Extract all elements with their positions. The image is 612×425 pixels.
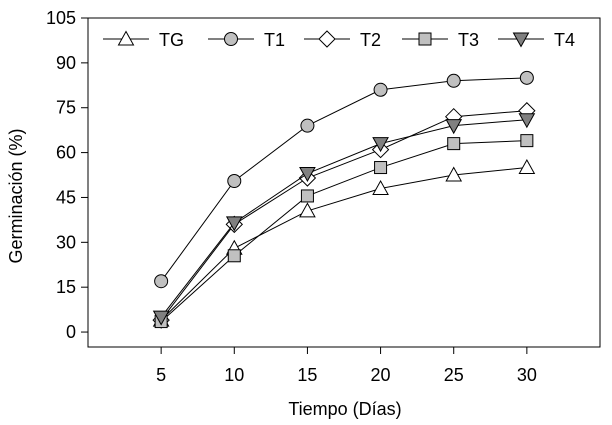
data-point-t4: [372, 137, 389, 153]
legend-item-t4: T4: [498, 30, 575, 50]
series-t4: [152, 113, 536, 326]
series-line-t4: [160, 119, 527, 318]
y-tick-label: 105: [46, 8, 76, 28]
data-point-t3: [447, 137, 461, 151]
legend-label: T2: [360, 30, 381, 50]
series-tg: [152, 159, 536, 327]
data-point-t4: [445, 119, 463, 135]
data-point-tg: [445, 166, 463, 182]
legend-item-tg: TG: [103, 30, 184, 50]
data-point-t4: [152, 310, 170, 326]
data-point-tg: [299, 202, 316, 218]
data-point-t1: [300, 118, 315, 133]
data-point-t1: [373, 82, 388, 97]
legend-marker-diamond: [318, 30, 336, 48]
data-point-tg: [372, 179, 389, 195]
legend-marker-circle: [224, 32, 238, 46]
x-axis-title: Tiempo (Días): [288, 399, 401, 419]
x-tick-label: 30: [517, 365, 537, 385]
x-tick-label: 10: [224, 365, 244, 385]
data-point-t3: [374, 161, 388, 175]
axes: 5 10 15 20 25 30 0 15 30 45 60 75 90 105: [46, 8, 601, 385]
plot-frame: [87, 17, 601, 348]
legend-label: TG: [159, 30, 184, 50]
data-point-t4: [299, 167, 316, 183]
data-point-tg: [518, 159, 536, 175]
series-layer: [152, 70, 536, 329]
series-t3: [154, 134, 534, 329]
legend-item-t3: T3: [402, 30, 479, 50]
legend-item-t2: T2: [304, 30, 381, 50]
legend-label: T1: [264, 30, 285, 50]
series-t2: [152, 102, 536, 329]
data-point-t3: [227, 249, 241, 263]
y-tick-label: 75: [56, 98, 76, 118]
data-point-t3: [520, 134, 534, 148]
legend-label: T3: [458, 30, 479, 50]
series-line-tg: [160, 167, 527, 321]
data-point-t3: [300, 189, 314, 203]
data-point-t1: [446, 73, 461, 88]
data-point-t4: [225, 216, 243, 232]
y-axis-title: Germinación (%): [6, 128, 26, 263]
series-line-t3: [160, 140, 527, 322]
x-tick-label: 20: [371, 365, 391, 385]
y-tick-label: 60: [56, 143, 76, 163]
data-point-t1: [154, 274, 169, 289]
legend-item-t1: T1: [208, 30, 285, 50]
y-tick-label: 45: [56, 187, 76, 207]
legend-marker-triangle-up: [117, 30, 135, 46]
x-tick-label: 5: [156, 365, 166, 385]
data-point-t1: [227, 174, 242, 189]
y-tick-label: 0: [66, 322, 76, 342]
data-point-t1: [519, 70, 534, 85]
legend: TG T1 T2 T3 T4: [103, 30, 575, 50]
y-tick-label: 90: [56, 53, 76, 73]
legend-label: T4: [554, 30, 575, 50]
series-line-t1: [160, 77, 527, 282]
y-tick-label: 30: [56, 232, 76, 252]
y-tick-label: 15: [56, 277, 76, 297]
series-line-t2: [160, 110, 527, 321]
data-point-t4: [518, 113, 536, 129]
x-tick-label: 25: [444, 365, 464, 385]
legend-marker-triangle-down: [512, 32, 530, 48]
x-tick-label: 15: [297, 365, 317, 385]
legend-marker-square: [418, 32, 432, 46]
series-t1: [154, 70, 534, 289]
